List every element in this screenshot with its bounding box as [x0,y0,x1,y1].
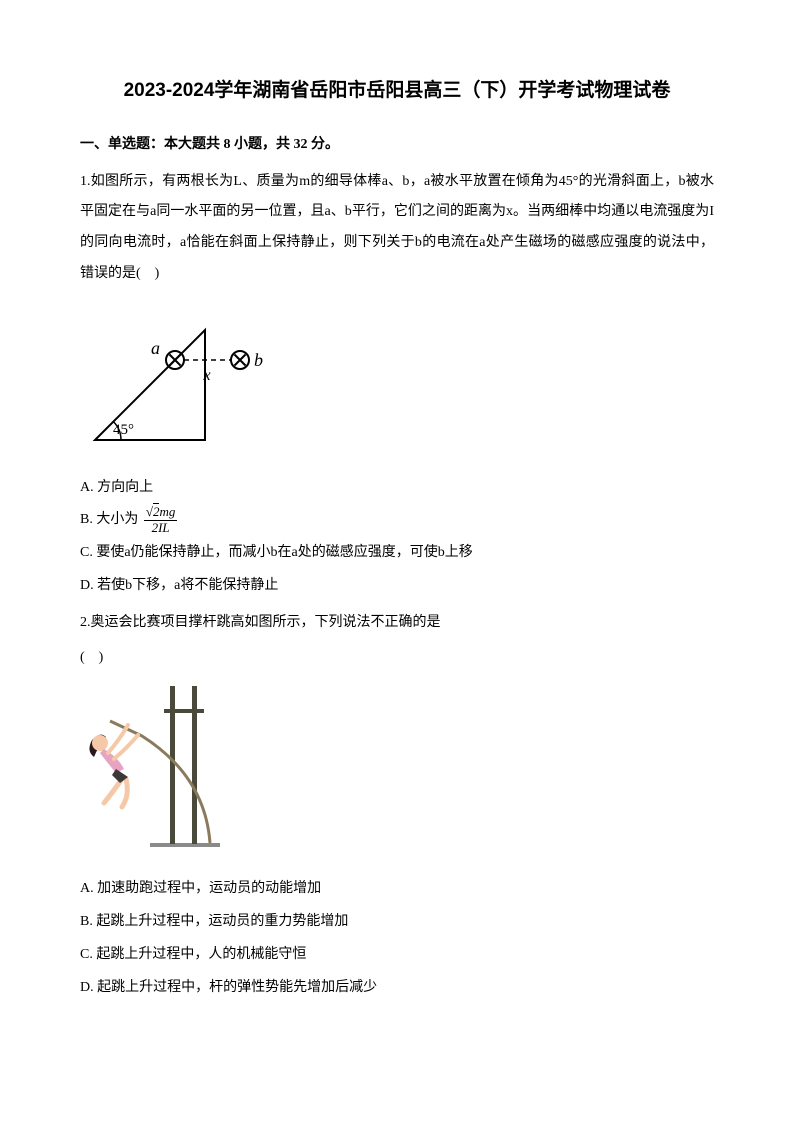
question-2: 2.奥运会比赛项目撑杆跳高如图所示，下列说法不正确的是 [80,608,714,639]
incline-diagram: a b x 45° [80,300,290,450]
svg-text:45°: 45° [113,422,134,438]
frac-num-tail: mg [159,504,175,519]
page-title: 2023-2024学年湖南省岳阳市岳阳县高三（下）开学考试物理试卷 [80,70,714,112]
frac-den: 2IL [144,521,178,535]
svg-text:x: x [203,367,211,384]
q2-option-b: B. 起跳上升过程中，运动员的重力势能增加 [80,907,714,938]
q1-option-c: C. 要使a仍能保持静止，而减小b在a处的磁感应强度，可使b上移 [80,538,714,569]
q1-option-a: A. 方向向上 [80,473,714,504]
q2-option-a: A. 加速助跑过程中，运动员的动能增加 [80,874,714,905]
q1-diagram: a b x 45° [80,300,714,463]
q1-options: A. 方向向上 B. 大小为 √2mg 2IL C. 要使a仍能保持静止，而减小… [80,473,714,602]
pole-vault-icon [80,681,240,851]
question-1: 1.如图所示，有两根长为L、质量为m的细导体棒a、b，a被水平放置在倾角为45°… [80,167,714,290]
q1-optb-fraction: √2mg 2IL [144,505,178,535]
q2-options: A. 加速助跑过程中，运动员的动能增加 B. 起跳上升过程中，运动员的重力势能增… [80,874,714,1003]
q2-option-d: D. 起跳上升过程中，杆的弹性势能先增加后减少 [80,973,714,1004]
section-heading: 一、单选题：本大题共 8 小题，共 32 分。 [80,130,714,161]
svg-text:a: a [151,338,160,358]
q1-text: 如图所示，有两根长为L、质量为m的细导体棒a、b，a被水平放置在倾角为45°的光… [80,174,714,281]
q2-paren: ( ) [80,643,714,674]
q1-optb-prefix: B. 大小为 [80,512,138,527]
q2-text: 奥运会比赛项目撑杆跳高如图所示，下列说法不正确的是 [91,615,441,630]
svg-text:b: b [254,350,263,370]
q1-option-b: B. 大小为 √2mg 2IL [80,505,714,536]
q2-illustration [80,681,714,864]
q2-number: 2. [80,615,91,630]
q2-option-c: C. 起跳上升过程中，人的机械能守恒 [80,940,714,971]
q1-number: 1. [80,174,91,189]
q1-option-d: D. 若使b下移，a将不能保持静止 [80,571,714,602]
